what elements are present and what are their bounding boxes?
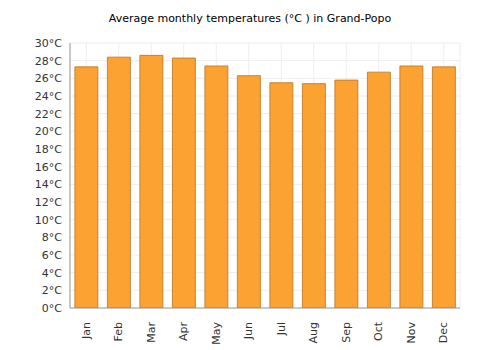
svg-text:Nov: Nov xyxy=(405,322,418,344)
svg-text:18°C: 18°C xyxy=(35,143,62,156)
svg-text:Jul: Jul xyxy=(275,322,288,336)
svg-text:Feb: Feb xyxy=(112,322,125,341)
html-text:Average monthly temperatures (: Average monthly temperatures (°C ) in Gr… xyxy=(108,12,392,25)
svg-text:Sep: Sep xyxy=(340,322,353,343)
svg-text:16°C: 16°C xyxy=(35,161,62,174)
svg-text:6°C: 6°C xyxy=(42,249,62,262)
svg-text:10°C: 10°C xyxy=(35,214,62,227)
svg-text:20°C: 20°C xyxy=(35,125,62,138)
svg-text:May: May xyxy=(210,322,223,345)
svg-text:24°C: 24°C xyxy=(35,90,62,103)
svg-text:28°C: 28°C xyxy=(35,55,62,68)
svg-text:Jan: Jan xyxy=(80,322,93,340)
svg-text:Aug: Aug xyxy=(307,322,320,343)
svg-text:4°C: 4°C xyxy=(42,267,62,280)
svg-text:14°C: 14°C xyxy=(35,178,62,191)
svg-text:Oct: Oct xyxy=(372,321,385,341)
svg-text:0°C: 0°C xyxy=(42,302,62,315)
svg-text:2°C: 2°C xyxy=(42,284,62,297)
svg-text:8°C: 8°C xyxy=(42,231,62,244)
svg-text:Jun: Jun xyxy=(242,322,255,340)
svg-text:Mar: Mar xyxy=(145,322,158,343)
svg-text:12°C: 12°C xyxy=(35,196,62,209)
svg-text:Apr: Apr xyxy=(177,322,190,342)
svg-text:22°C: 22°C xyxy=(35,108,62,121)
svg-text:Dec: Dec xyxy=(437,322,450,343)
svg-text:30°C: 30°C xyxy=(35,37,62,50)
svg-text:26°C: 26°C xyxy=(35,72,62,85)
